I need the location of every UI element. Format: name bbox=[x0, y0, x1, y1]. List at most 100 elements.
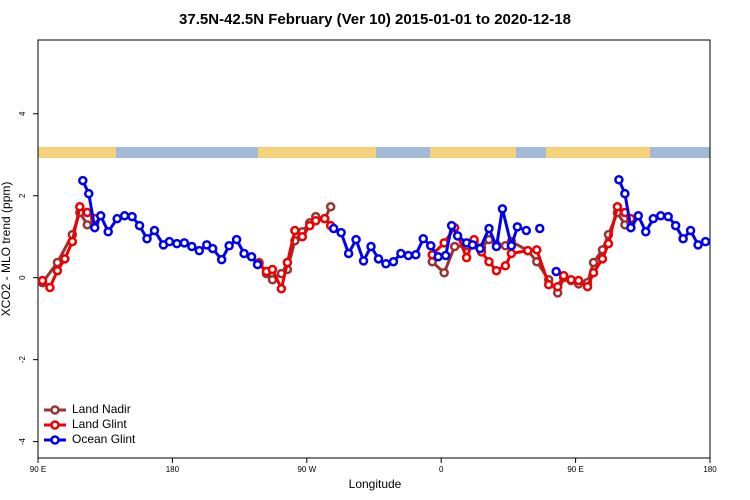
point bbox=[328, 223, 339, 234]
point bbox=[551, 266, 561, 277]
point bbox=[506, 248, 517, 259]
x-tick-label: 180 bbox=[166, 465, 180, 474]
legend-marker bbox=[50, 405, 60, 415]
point bbox=[461, 252, 472, 263]
point bbox=[603, 238, 614, 249]
point bbox=[439, 268, 449, 278]
point bbox=[582, 281, 593, 292]
point bbox=[95, 211, 106, 221]
point bbox=[179, 238, 190, 248]
point bbox=[60, 254, 70, 264]
point bbox=[149, 225, 160, 236]
point bbox=[351, 234, 361, 245]
point bbox=[325, 202, 336, 212]
point bbox=[52, 265, 63, 276]
x-tick-label: 0 bbox=[439, 465, 444, 474]
point bbox=[700, 236, 711, 247]
point bbox=[491, 265, 502, 276]
point bbox=[336, 227, 346, 238]
point bbox=[187, 241, 197, 252]
point bbox=[620, 188, 630, 199]
point bbox=[366, 241, 376, 252]
y-axis-title: XCO2 - MLO trend (ppm) bbox=[0, 182, 13, 317]
point bbox=[685, 225, 696, 236]
point bbox=[75, 202, 85, 212]
y-tick-label: 4 bbox=[18, 111, 27, 116]
point bbox=[655, 211, 666, 221]
point bbox=[552, 281, 563, 292]
point bbox=[207, 243, 218, 254]
point bbox=[543, 279, 554, 290]
point bbox=[491, 241, 502, 252]
y-tick-label: -4 bbox=[18, 438, 27, 446]
point bbox=[484, 223, 494, 234]
y-tick-label: 2 bbox=[18, 193, 27, 198]
legend-marker bbox=[50, 435, 60, 445]
point bbox=[216, 254, 227, 265]
point bbox=[612, 202, 623, 212]
point bbox=[535, 223, 545, 234]
chart-title: 37.5N-42.5N February (Ver 10) 2015-01-01… bbox=[179, 11, 571, 28]
point bbox=[297, 231, 308, 242]
point bbox=[626, 222, 636, 233]
point bbox=[425, 240, 436, 251]
point bbox=[663, 211, 673, 222]
point bbox=[373, 254, 384, 264]
x-tick-label: 90 W bbox=[297, 465, 316, 474]
legend-label: Land Nadir bbox=[72, 402, 131, 416]
point bbox=[276, 284, 287, 294]
point bbox=[418, 234, 429, 244]
point bbox=[588, 257, 599, 268]
point bbox=[506, 240, 517, 251]
point bbox=[290, 225, 300, 236]
legend-marker bbox=[50, 420, 60, 430]
point bbox=[112, 213, 122, 224]
point bbox=[633, 211, 644, 221]
point bbox=[89, 222, 100, 233]
point bbox=[523, 245, 533, 256]
point bbox=[305, 220, 315, 231]
point bbox=[497, 204, 508, 214]
point bbox=[119, 211, 130, 221]
point bbox=[693, 240, 703, 250]
point bbox=[78, 175, 88, 186]
y-tick-label: -2 bbox=[18, 356, 27, 364]
point bbox=[512, 222, 523, 232]
point bbox=[37, 275, 48, 286]
point bbox=[239, 248, 249, 259]
point bbox=[475, 243, 485, 254]
point bbox=[558, 270, 569, 281]
point bbox=[194, 245, 205, 256]
point bbox=[82, 207, 93, 218]
point bbox=[597, 254, 608, 264]
point bbox=[648, 213, 659, 224]
point bbox=[573, 275, 584, 286]
point bbox=[252, 259, 263, 270]
map-strip bbox=[38, 147, 710, 158]
point bbox=[267, 264, 278, 275]
point bbox=[500, 261, 511, 271]
point bbox=[678, 234, 688, 244]
point bbox=[411, 249, 421, 260]
point bbox=[231, 234, 242, 245]
point bbox=[566, 274, 576, 285]
point bbox=[343, 248, 354, 259]
point bbox=[103, 227, 113, 237]
point bbox=[588, 268, 599, 278]
point bbox=[172, 238, 182, 249]
point bbox=[403, 250, 414, 261]
point bbox=[452, 231, 463, 241]
point bbox=[388, 256, 399, 267]
x-tick-label: 180 bbox=[703, 465, 717, 474]
point bbox=[381, 259, 391, 269]
point bbox=[134, 220, 145, 231]
point bbox=[358, 256, 369, 266]
point bbox=[142, 234, 152, 244]
point bbox=[127, 211, 137, 222]
legend-label: Land Glint bbox=[72, 417, 127, 431]
x-tick-label: 90 E bbox=[567, 465, 583, 474]
x-axis-title: Longitude bbox=[349, 477, 402, 491]
legend-label: Ocean Glint bbox=[72, 432, 136, 446]
point bbox=[467, 240, 478, 250]
point bbox=[521, 225, 532, 236]
